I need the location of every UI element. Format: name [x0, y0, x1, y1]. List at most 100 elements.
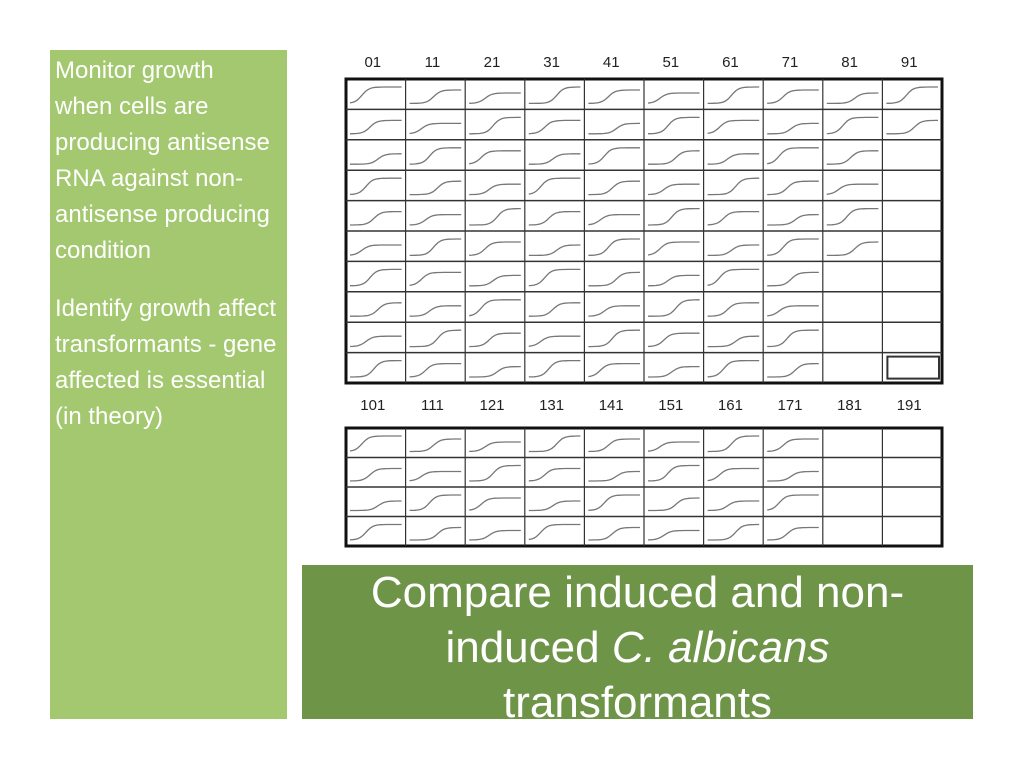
growth-curve	[350, 210, 402, 226]
paragraph: Identify growth affect transformants - g…	[55, 295, 277, 430]
side-panel: Monitor growth when cells are producing …	[50, 50, 287, 719]
growth-curve	[588, 438, 640, 453]
growth-curve	[826, 241, 879, 257]
growth-curve	[648, 464, 700, 482]
growth-curve	[826, 207, 879, 226]
growth-curve	[588, 271, 640, 287]
column-label: 61	[722, 54, 739, 71]
growth-curve	[767, 305, 819, 317]
growth-curve	[588, 122, 640, 135]
growth-curve	[707, 302, 760, 317]
growth-curve	[469, 332, 521, 348]
growth-curve	[648, 116, 700, 135]
column-label: 21	[484, 54, 501, 71]
column-label: 131	[539, 397, 564, 414]
growth-curve	[528, 435, 581, 453]
growth-curve	[469, 150, 521, 165]
growth-curve	[409, 438, 462, 453]
growth-curve	[588, 89, 640, 105]
organism-name: C. albicans	[611, 623, 830, 672]
column-label: 81	[841, 54, 858, 71]
growth-curve	[350, 500, 402, 512]
growth-curve	[349, 467, 402, 482]
growth-curve	[767, 329, 819, 348]
growth-curve	[409, 329, 462, 348]
growth-curve	[707, 435, 760, 453]
column-label: 31	[543, 54, 560, 71]
growth-curve	[349, 177, 402, 196]
column-label: 151	[658, 397, 683, 414]
growth-curve	[767, 438, 819, 453]
growth-curve	[767, 180, 819, 196]
growth-curve	[469, 241, 521, 256]
growth-curve	[767, 526, 819, 541]
growth-curve	[469, 116, 521, 135]
growth-curve	[707, 359, 760, 378]
growth-curve	[349, 435, 402, 452]
growth-curve	[886, 86, 938, 104]
paragraph: Monitor growth when cells are producing …	[55, 57, 270, 264]
growth-curve	[707, 467, 760, 482]
growth-curve	[767, 213, 819, 226]
growth-curve-figure: 01 11 21 31 41 51 61 71 81 91 101 111 121 131 141 151 16…	[344, 54, 944, 548]
growth-curve	[707, 244, 760, 257]
growth-curve	[409, 213, 462, 226]
growth-curve	[409, 494, 462, 512]
growth-curve	[886, 119, 938, 135]
growth-curve	[588, 147, 640, 165]
growth-curve	[409, 238, 462, 257]
caption: Compare induced and non-induced C. albic…	[302, 565, 973, 719]
growth-curve	[707, 153, 760, 165]
growth-curve	[767, 89, 819, 104]
growth-curve	[409, 147, 462, 165]
column-label: 181	[837, 397, 862, 414]
growth-curve	[409, 526, 462, 541]
growth-curve	[767, 470, 819, 482]
growth-curve	[469, 464, 521, 482]
growth-curve	[588, 470, 640, 482]
growth-curve	[469, 441, 521, 453]
growth-curve	[409, 122, 462, 135]
growth-curve	[826, 150, 879, 165]
growth-curve	[528, 153, 581, 165]
growth-curve	[528, 244, 581, 257]
column-label: 171	[778, 397, 803, 414]
growth-curve	[707, 523, 760, 541]
growth-curve	[409, 362, 462, 378]
growth-curve	[588, 362, 640, 378]
growth-curve	[588, 305, 640, 317]
caption-text: Compare induced and non-induced C. albic…	[302, 565, 973, 719]
growth-curve	[647, 441, 700, 452]
growth-curve	[767, 494, 819, 511]
growth-curve	[350, 268, 402, 287]
caption-text: Compare induced and non-induced	[370, 568, 905, 672]
caption-text: transformants	[503, 678, 772, 719]
growth-curve	[409, 305, 462, 317]
growth-curve	[707, 210, 760, 226]
growth-curve	[469, 497, 521, 511]
growth-curve	[767, 147, 819, 165]
growth-curve	[349, 244, 402, 256]
growth-curve	[767, 362, 819, 378]
growth-curve	[409, 271, 462, 287]
growth-curve	[528, 467, 581, 482]
growth-curve	[707, 335, 760, 348]
growth-curve	[588, 526, 640, 541]
growth-curve	[648, 365, 700, 378]
growth-curve	[350, 359, 402, 378]
growth-curve	[409, 180, 462, 196]
growth-curve	[528, 177, 581, 195]
growth-curve	[528, 500, 581, 512]
growth-curve	[588, 180, 640, 196]
growth-curve	[767, 122, 819, 135]
growth-curve	[350, 302, 402, 317]
growth-curve	[528, 523, 581, 541]
growth-curve	[528, 359, 581, 378]
growth-curve	[647, 332, 700, 348]
growth-curve	[469, 274, 521, 287]
growth-curve	[648, 207, 700, 226]
column-label: 101	[360, 397, 385, 414]
growth-curve	[349, 335, 402, 348]
growth-curve	[826, 183, 879, 195]
